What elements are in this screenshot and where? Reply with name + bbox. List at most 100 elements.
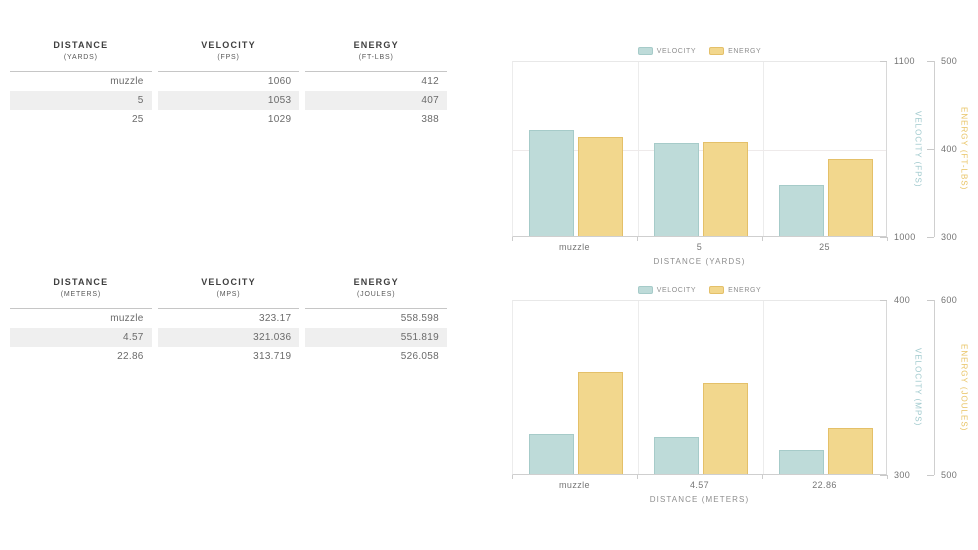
x-tick-mark [887,237,888,241]
x-axis-title: DISTANCE (METERS) [649,495,750,504]
legend-item-velocity[interactable]: VELOCITY [637,47,696,55]
table-cell: 4.57 [10,328,152,347]
x-tick-label: 5 [696,242,703,252]
table-cell: 1060 [267,76,292,87]
right-axis-tick-label: 300 [941,232,958,242]
vertical-gridline [763,301,764,474]
right-axis-title: ENERGY (FT-LBS) [959,107,969,191]
right-axis-tick-label: 500 [941,470,958,480]
column-unit: (METERS) [60,291,101,298]
legend-label: ENERGY [728,47,762,55]
meters-chart: VELOCITY ENERGY muzzle 4.57 22.86 DISTANCE (M… [512,283,978,523]
left-axis-tick [880,475,887,476]
table-column-energy: ENERGY (JOULES) 558.598 551.819 526.058 [305,276,448,366]
table-cell: 526.058 [400,351,440,362]
bar-velocity-2286 [778,450,824,474]
column-header: DISTANCE (YARDS) [10,39,152,72]
column-header: DISTANCE (METERS) [10,276,152,309]
table-cell: muzzle [110,313,144,324]
table-cell: 321.036 [157,328,300,347]
table-cell: 1029 [267,114,292,125]
table-cell: 551.819 [305,328,448,347]
x-tick-mark [887,475,888,479]
left-axis-tick-label: 1100 [894,56,915,66]
left-axis-tick-label: 400 [894,295,911,305]
legend-label: VELOCITY [656,286,697,294]
chart-legend: VELOCITY ENERGY [512,286,887,294]
vertical-gridline [638,301,639,474]
bar-energy-muzzle [577,371,623,474]
column-unit: (FT-LBS) [358,54,394,61]
x-tick-label: 22.86 [812,480,837,490]
velocity-swatch-icon [637,47,653,55]
column-unit: (FPS) [217,54,240,61]
table-column-energy: ENERGY (FT-LBS) 412 407 388 [305,39,448,129]
column-label: ENERGY [353,40,399,50]
bar-energy-25 [827,158,873,236]
left-axis-tick [880,300,887,301]
table-column-velocity: VELOCITY (MPS) 323.17 321.036 313.719 [157,276,300,366]
x-tick-label: muzzle [559,242,590,252]
x-tick-label: muzzle [559,480,590,490]
table-column-velocity: VELOCITY (FPS) 1060 1053 1029 [157,39,300,129]
right-axis-tick [927,475,934,476]
right-axis-line [934,61,935,237]
column-header: VELOCITY (MPS) [157,276,300,309]
column-header: VELOCITY (FPS) [157,39,300,72]
right-axis-tick-label: 500 [941,56,958,66]
right-axis-line [934,300,935,475]
table-cell: 5 [10,91,152,110]
left-axis-tick-label: 300 [894,470,911,480]
left-axis-title: VELOCITY (MPS) [913,348,923,427]
column-unit: (JOULES) [357,291,396,298]
bar-energy-muzzle [577,137,623,236]
right-axis-tick-label: 400 [941,144,958,154]
table-cell: 323.17 [258,313,292,324]
bar-velocity-muzzle [528,433,574,474]
bar-energy-2286 [827,428,873,474]
yards-chart: VELOCITY ENERGY muzzle 5 25 DISTANCE (YARDS) 1… [512,44,978,284]
energy-swatch-icon [709,286,725,294]
table-cell: 25 [131,114,144,125]
right-axis-tick [927,300,934,301]
plot-area [512,61,887,237]
table-cell: 1053 [157,91,300,110]
right-axis-tick-label: 600 [941,295,958,305]
column-label: VELOCITY [201,40,256,50]
x-tick-label: 4.57 [689,480,710,490]
yards-table: DISTANCE (YARDS) muzzle 5 25 VELOCITY (FPS) 106… [10,39,448,129]
left-axis-title: VELOCITY (FPS) [913,110,923,188]
table-cell: 313.719 [253,351,292,362]
table-cell: 22.86 [117,351,144,362]
legend-item-energy[interactable]: ENERGY [709,286,761,294]
velocity-swatch-icon [637,286,653,294]
bar-velocity-muzzle [528,130,574,236]
table-cell: muzzle [110,76,144,87]
x-tick-mark [762,237,763,241]
bar-velocity-25 [778,185,824,236]
x-tick-mark [762,475,763,479]
bar-energy-5 [702,141,748,236]
legend-item-energy[interactable]: ENERGY [709,47,761,55]
left-axis-tick-label: 1000 [894,232,916,242]
bar-velocity-457 [653,437,699,474]
x-tick-mark [512,237,513,241]
meters-table: DISTANCE (METERS) muzzle 4.57 22.86 VELOCITY (… [10,276,448,366]
x-tick-mark [637,237,638,241]
table-cell: 558.598 [400,313,440,324]
column-unit: (YARDS) [63,54,98,61]
column-label: ENERGY [353,277,399,287]
column-label: DISTANCE [53,40,109,50]
table-column-distance: DISTANCE (YARDS) muzzle 5 25 [10,39,152,129]
column-label: VELOCITY [201,277,256,287]
table-cell: 412 [421,76,440,87]
legend-label: ENERGY [728,286,762,294]
x-tick-mark [637,475,638,479]
x-tick-mark [512,475,513,479]
left-axis-tick [880,237,887,238]
column-header: ENERGY (JOULES) [305,276,448,309]
left-axis-tick [880,61,887,62]
legend-item-velocity[interactable]: VELOCITY [637,286,697,294]
table-cell: 407 [305,91,448,110]
table-column-distance: DISTANCE (METERS) muzzle 4.57 22.86 [10,276,152,366]
